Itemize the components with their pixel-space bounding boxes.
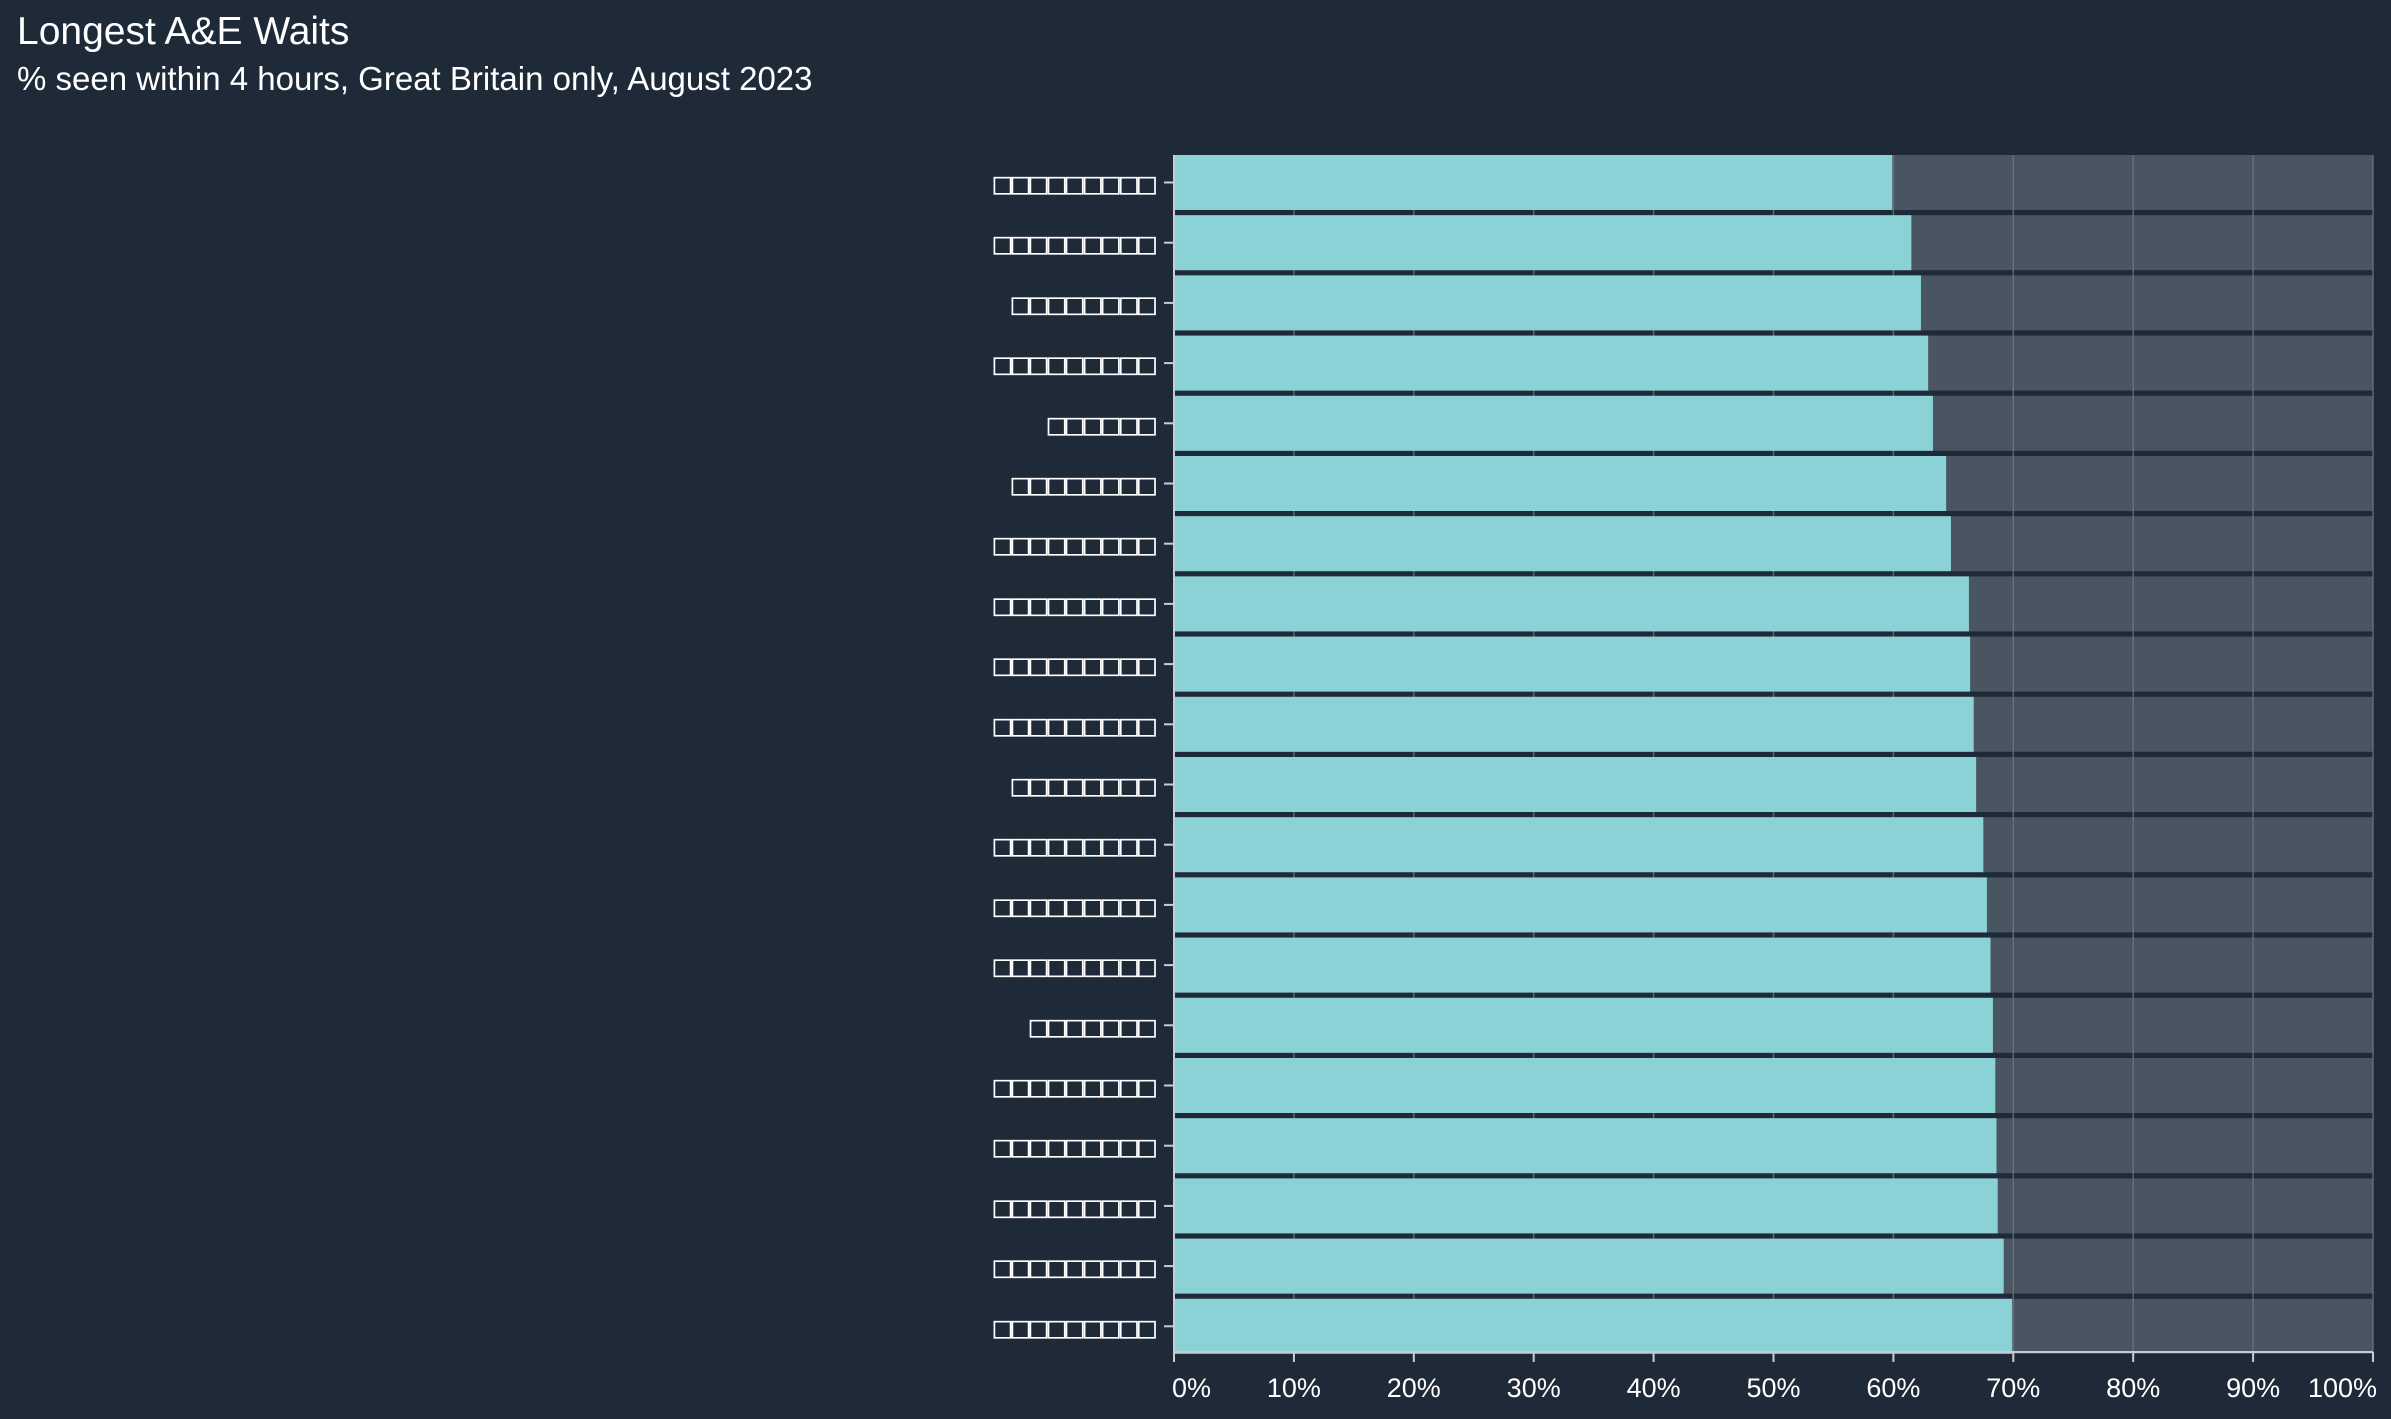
category-label: □□□□□□□□□ [993,829,1156,864]
bar [1174,516,1951,572]
bar [1174,877,1987,933]
bar [1174,937,1991,993]
bar [1174,696,1974,752]
bar [1174,1118,1997,1174]
category-label: □□□□□□□□□ [993,949,1156,984]
chart-subtitle: % seen within 4 hours, Great Britain onl… [17,60,813,97]
bar [1174,1238,2004,1294]
x-tick-label: 10% [1267,1373,1321,1403]
bar [1174,576,1969,632]
bar [1174,997,1993,1053]
bar-layer [1174,155,2013,1354]
category-label: □□□□□□□□□ [993,1310,1156,1345]
bar [1174,395,1933,451]
category-label: □□□□□□□□□ [993,708,1156,743]
category-label: □□□□□□□□□ [993,528,1156,563]
bar [1174,1298,2013,1354]
category-label: □□□□□□□□□ [993,1070,1156,1105]
bar [1174,1178,1998,1234]
category-label: □□□□□□ [1048,407,1156,442]
category-label: □□□□□□□□□ [993,1130,1156,1165]
x-tick-label: 80% [2106,1373,2160,1403]
bar [1174,275,1921,331]
chart-title: Longest A&E Waits [17,10,350,53]
category-label: □□□□□□□□□ [993,347,1156,382]
bar [1174,1058,1996,1113]
category-label: □□□□□□□□□ [993,648,1156,683]
category-label: □□□□□□□ [1030,1009,1156,1044]
category-label: □□□□□□□□□ [993,167,1156,202]
category-label: □□□□□□□□ [1012,769,1157,804]
x-axis: 0% 10% 20% 30% 40% 50% 60% 70% 80% 90% 100% [1172,155,2377,1403]
bar [1174,636,1971,692]
category-label: □□□□□□□□□ [993,588,1156,623]
category-label-layer: □□□□□□□□□□□□□□□□□□□□□□□□□□□□□□□□□□□□□□□□… [993,167,1174,1345]
bar [1174,757,1977,812]
bar [1174,155,1893,210]
bar [1174,335,1929,391]
x-tick-label: 40% [1627,1373,1681,1403]
category-label: □□□□□□□□ [1012,468,1157,503]
x-tick-label: 90% [2226,1373,2280,1403]
category-label: □□□□□□□□□ [993,1190,1156,1225]
x-tick-label: 20% [1387,1373,1441,1403]
x-tick-label: 60% [1866,1373,1920,1403]
category-label: □□□□□□□□□ [993,889,1156,924]
bar [1174,817,1984,873]
x-tick-label: 70% [1986,1373,2040,1403]
bar [1174,215,1912,271]
x-tick-label: 100% [2308,1373,2377,1403]
x-tick-label: 0% [1172,1373,1211,1403]
category-label: □□□□□□□□□ [993,227,1156,262]
x-tick-label: 50% [1746,1373,1800,1403]
bar [1174,456,1947,511]
category-label: □□□□□□□□ [1012,287,1157,322]
x-tick-label: 30% [1507,1373,1561,1403]
category-label: □□□□□□□□□ [993,1250,1156,1285]
